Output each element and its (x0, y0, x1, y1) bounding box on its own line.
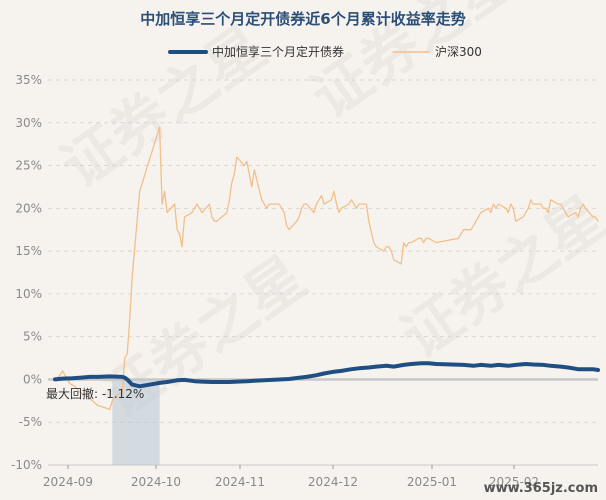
x-tick-label: 2025-02 (489, 475, 539, 489)
x-tick-label: 2025-01 (407, 475, 457, 489)
y-tick-label: 20% (15, 201, 42, 215)
y-tick-label: 5% (23, 330, 42, 344)
x-tick-label: 2024-12 (308, 475, 358, 489)
y-tick-label: 35% (15, 73, 42, 87)
y-tick-label: -10% (11, 458, 42, 472)
chart-title: 中加恒享三个月定开债券近6个月累计收益率走势 (140, 10, 465, 28)
y-tick-label: 15% (15, 244, 42, 258)
legend-label: 中加恒享三个月定开债券 (212, 44, 344, 59)
x-axis: 2024-09 2024-10 2024-11 2024-12 2025-01 2025-… (43, 464, 598, 489)
x-tick-label: 2024-09 (43, 475, 93, 489)
legend-label: 沪深300 (435, 45, 482, 59)
x-tick-label: 2024-10 (131, 475, 181, 489)
y-tick-label: 30% (15, 116, 42, 130)
max-drawdown-annotation: 最大回撤: -1.12% (46, 386, 144, 401)
series-lines (53, 126, 600, 411)
y-tick-label: 0% (23, 372, 42, 386)
legend: 中加恒享三个月定开债券 沪深300 (168, 44, 482, 59)
y-tick-label: -5% (19, 415, 42, 429)
y-tick-label: 25% (15, 159, 42, 173)
y-axis: 35% 30% 25% 20% 15% 10% 5% 0% -5% -10% (11, 73, 42, 472)
index-return-line (54, 126, 599, 411)
watermark-text: 证券之星 (389, 183, 606, 372)
fund-return-line (53, 361, 600, 389)
watermark-text: 证券之星 (49, 13, 278, 202)
x-tick-label: 2024-11 (215, 475, 265, 489)
y-tick-label: 10% (15, 287, 42, 301)
footer-watermark-text: www.365jz.com (484, 481, 598, 496)
